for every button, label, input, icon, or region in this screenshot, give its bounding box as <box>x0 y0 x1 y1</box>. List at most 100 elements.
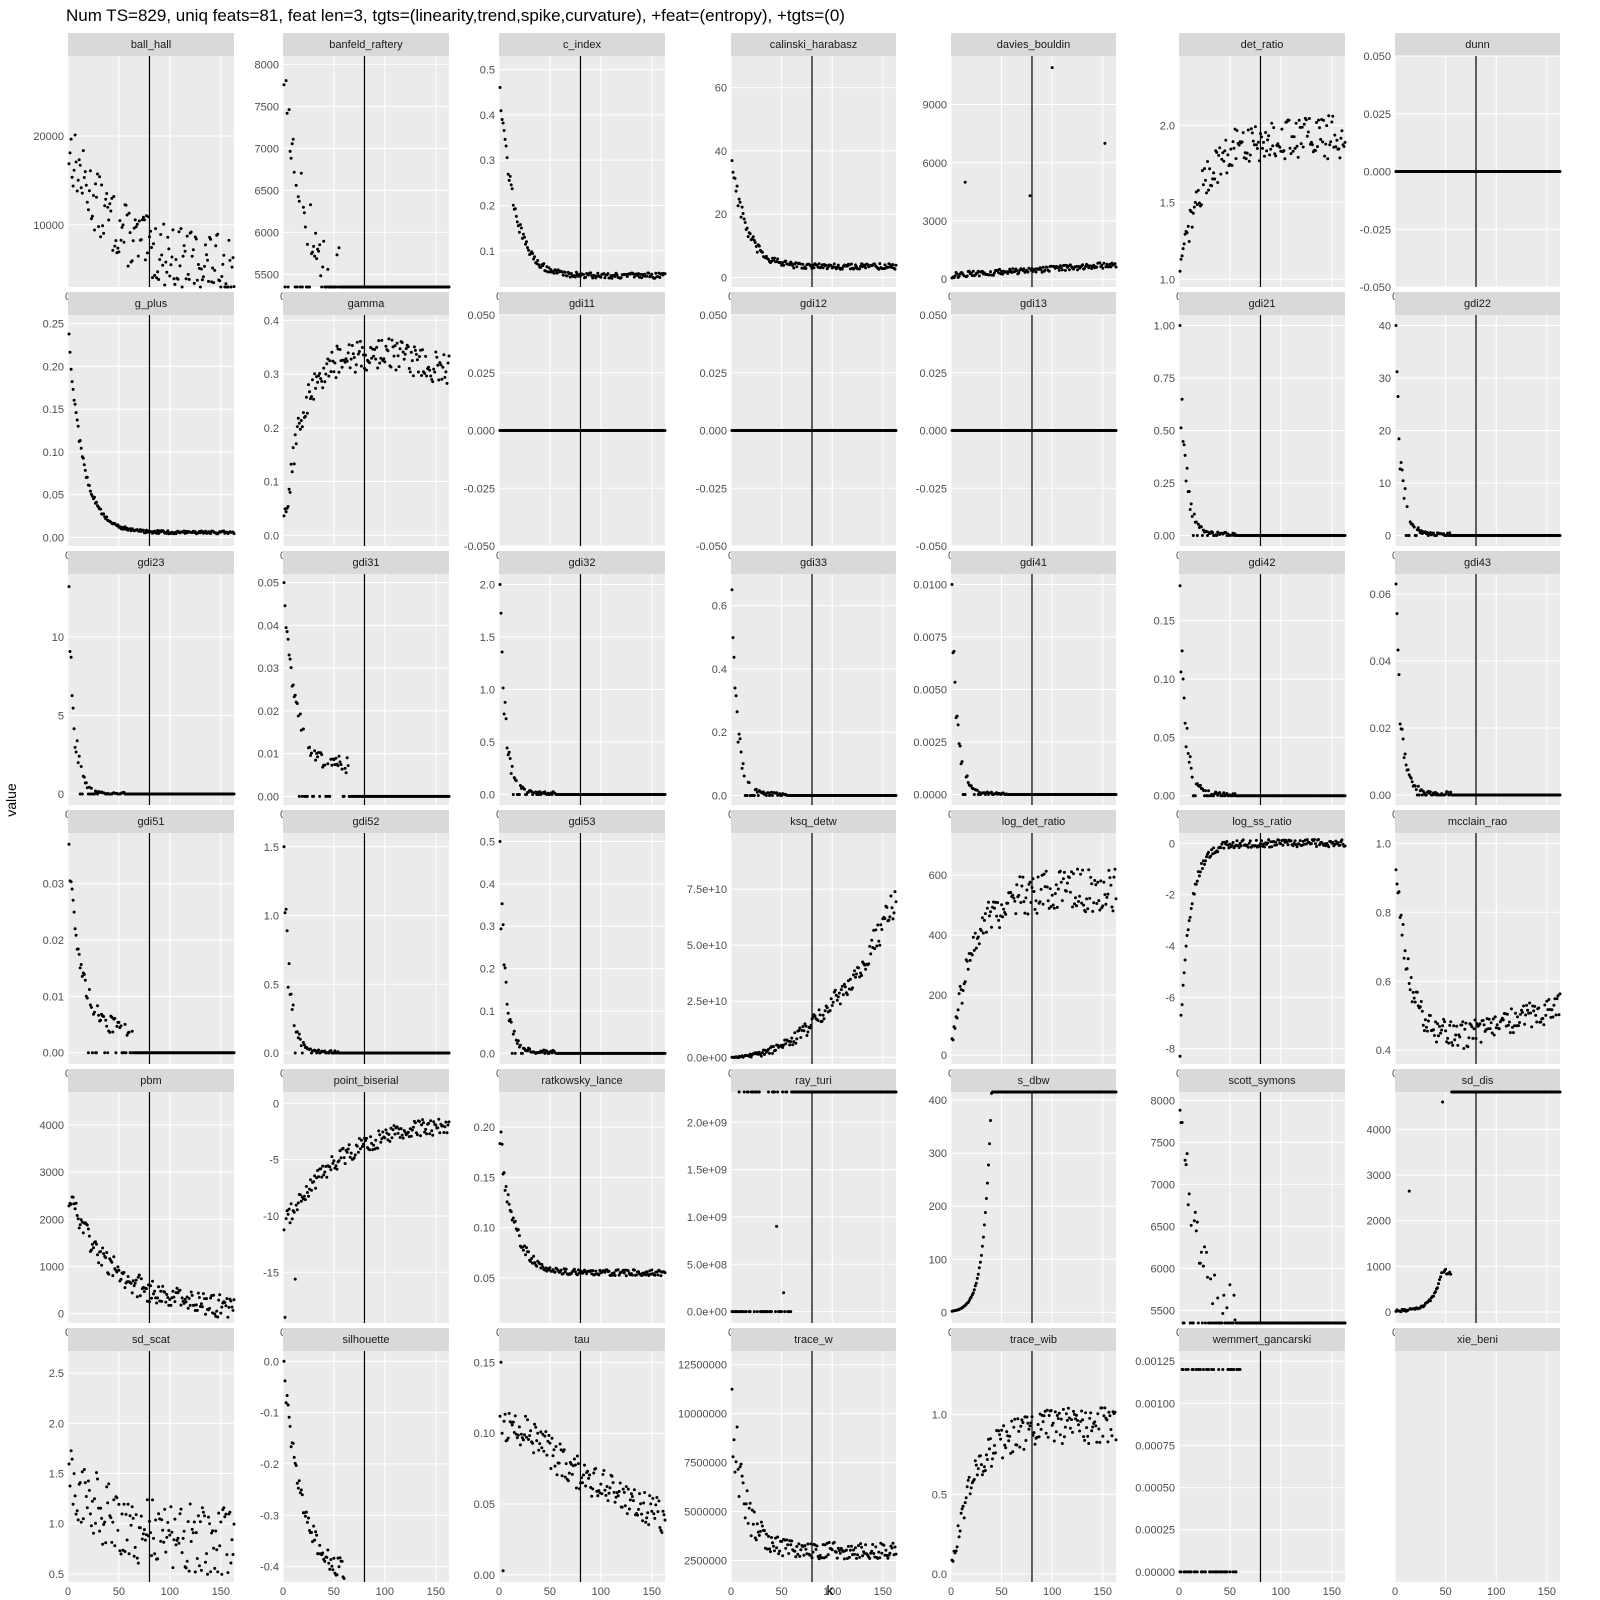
y-tick-label: 20 <box>715 209 727 221</box>
data-point <box>1331 840 1335 844</box>
y-tick-label: 0.25 <box>43 319 64 331</box>
data-point <box>1396 648 1400 652</box>
data-point <box>603 276 607 280</box>
data-point <box>975 788 979 792</box>
data-point <box>105 1024 109 1028</box>
data-point <box>214 244 218 248</box>
data-point <box>297 421 301 425</box>
data-point <box>360 346 364 349</box>
data-point <box>400 341 404 344</box>
data-point <box>503 700 507 704</box>
data-point <box>1032 890 1036 893</box>
panel-background <box>283 574 449 805</box>
data-point <box>831 1000 835 1004</box>
data-point <box>956 723 960 727</box>
data-point <box>82 176 86 179</box>
data-point <box>1051 903 1055 907</box>
data-point <box>732 655 736 659</box>
data-point <box>1179 1013 1183 1017</box>
data-point <box>1111 909 1115 913</box>
data-point <box>1407 534 1411 537</box>
data-point <box>1026 270 1030 274</box>
facet-strip-label: calinski_harabasz <box>770 39 857 51</box>
data-point <box>1238 841 1242 845</box>
data-point <box>439 363 443 367</box>
data-point <box>335 344 339 348</box>
data-point <box>892 911 896 915</box>
y-tick-label: 0.06 <box>1370 589 1391 601</box>
panel-background <box>1179 833 1345 1064</box>
data-point <box>526 246 529 250</box>
facet-strip <box>283 33 449 56</box>
data-point <box>293 433 297 437</box>
data-point <box>821 266 825 270</box>
data-point <box>565 274 569 278</box>
data-point <box>998 926 1002 930</box>
data-point <box>1196 188 1200 192</box>
data-point <box>1263 845 1266 849</box>
data-point <box>852 973 855 977</box>
data-point <box>68 650 72 653</box>
panel-background <box>951 833 1116 1064</box>
data-point <box>1272 126 1276 130</box>
data-point <box>957 274 961 278</box>
data-point <box>1316 145 1319 149</box>
data-point <box>508 1018 512 1021</box>
data-point <box>73 402 77 406</box>
data-point <box>1261 146 1264 150</box>
data-point <box>816 1019 820 1022</box>
data-point <box>85 996 89 1000</box>
data-point <box>79 963 83 966</box>
data-point <box>1098 908 1102 912</box>
data-point <box>857 966 860 970</box>
data-point <box>1009 891 1013 894</box>
data-point <box>1048 887 1052 891</box>
data-point <box>229 285 233 289</box>
data-point <box>1298 839 1302 843</box>
data-point <box>166 235 170 239</box>
data-point <box>127 1030 131 1034</box>
data-point <box>1105 262 1109 266</box>
data-point <box>1301 145 1305 149</box>
data-point <box>330 763 334 767</box>
data-point <box>81 149 85 153</box>
data-point <box>318 794 322 798</box>
y-tick-label: 30 <box>1379 373 1391 385</box>
data-point <box>1050 893 1054 897</box>
data-point <box>834 993 838 997</box>
y-tick-label: 0.00 <box>1154 531 1175 543</box>
data-point <box>1190 902 1194 906</box>
data-point <box>992 273 995 277</box>
data-point <box>589 271 593 275</box>
data-point <box>173 282 177 286</box>
data-point <box>292 1024 296 1028</box>
data-point <box>104 197 108 201</box>
data-point <box>517 793 521 796</box>
data-point <box>111 248 115 252</box>
data-point <box>70 694 74 698</box>
data-point <box>1216 181 1220 184</box>
data-point <box>287 962 291 966</box>
data-point <box>501 121 505 125</box>
data-point <box>177 230 181 234</box>
data-point <box>176 277 180 281</box>
data-point <box>76 761 80 765</box>
panel-gdi21: gdi210501001500.000.250.500.751.00 <box>1154 292 1347 562</box>
data-point <box>1226 153 1230 157</box>
data-point <box>102 1015 106 1018</box>
panel-background <box>499 833 665 1064</box>
data-point <box>1018 875 1022 879</box>
data-point <box>88 1003 92 1007</box>
data-point <box>1181 247 1185 251</box>
data-point <box>75 189 79 193</box>
data-point <box>69 137 73 141</box>
data-point <box>297 1032 301 1036</box>
data-point <box>1081 263 1085 267</box>
data-point <box>1218 146 1222 150</box>
data-point <box>109 209 113 213</box>
data-point <box>569 272 573 275</box>
data-point <box>99 507 103 511</box>
panel-calinski_harabasz: calinski_harabasz0501001500204060 <box>715 33 898 303</box>
data-point <box>413 348 417 352</box>
data-point <box>958 744 962 748</box>
